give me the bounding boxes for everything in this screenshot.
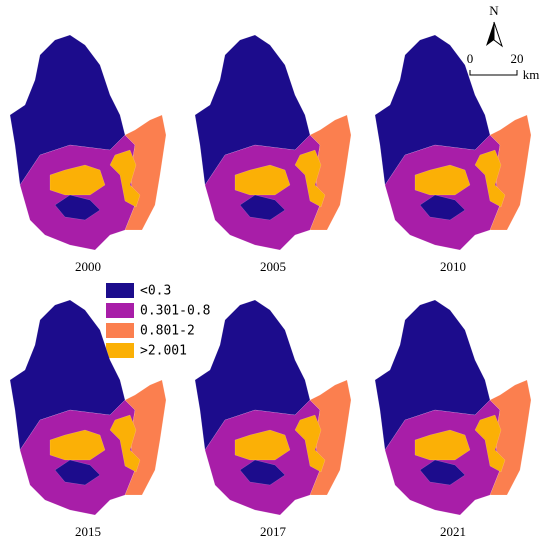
region [109,149,141,208]
legend-swatch [106,283,134,298]
region [239,194,286,221]
legend-label: 0.801-2 [140,324,195,339]
north-label: N [489,3,499,18]
region [294,149,326,208]
panel-label: 2000 [75,259,101,274]
region [414,164,471,196]
arrow-right [493,21,503,48]
region [239,459,286,486]
scale-tick-label: 20 [511,51,524,66]
panel-label: 2017 [260,524,287,539]
legend-swatch [106,323,134,338]
legend-label: 0.301-0.8 [140,304,210,319]
map-panel: 2000 [9,34,167,274]
scale-tick-label: 0 [467,51,474,66]
region [49,164,106,196]
scale-bar: 0 20 km [467,51,540,82]
north-arrow: N [486,3,503,48]
panel-label: 2021 [440,524,466,539]
region [234,429,291,461]
region [414,429,471,461]
region [109,414,141,473]
legend-swatch [106,303,134,318]
region [54,459,101,486]
region [474,414,506,473]
map-panel: 2021 [374,299,532,539]
region [419,194,466,221]
legend-label: <0.3 [140,284,171,299]
region [54,194,101,221]
region [419,459,466,486]
region [294,414,326,473]
region [49,429,106,461]
panel-label: 2010 [440,259,466,274]
legend-label: >2.001 [140,344,187,359]
scale-line [469,70,518,76]
region [234,164,291,196]
legend-swatch [106,343,134,358]
map-panel: 2010 [374,34,532,274]
panel-label: 2015 [75,524,101,539]
legend: <0.3 0.301-0.8 0.801-2 >2.001 [106,283,210,359]
map-panel: 2017 [194,299,352,539]
maps: 2000 2005 2010 2015 2017 2021 [9,34,532,539]
map-panel: 2005 [194,34,352,274]
arrow-left [486,22,494,46]
scale-unit: km [523,67,540,82]
map-panel: 2015 [9,299,167,539]
panel-label: 2005 [260,259,286,274]
region [474,149,506,208]
